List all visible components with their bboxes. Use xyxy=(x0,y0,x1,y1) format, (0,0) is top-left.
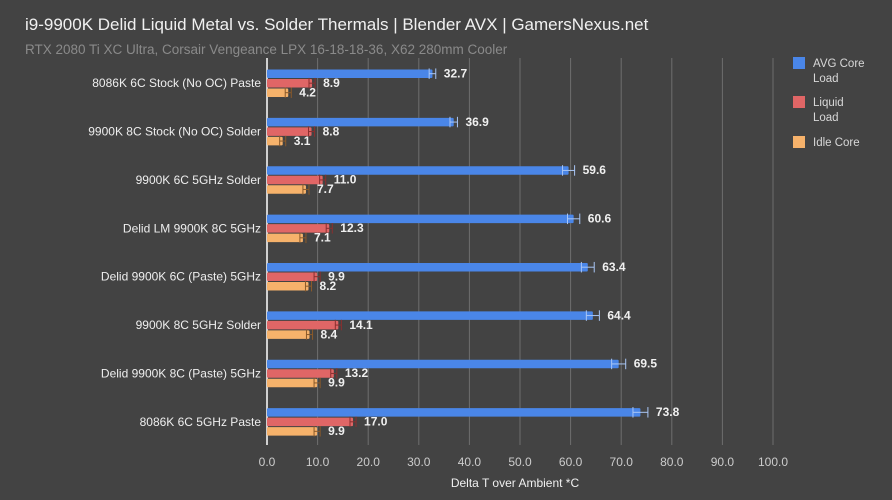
x-tick-label: 50.0 xyxy=(508,455,532,469)
category-label: 9900K 6C 5GHz Solder xyxy=(136,173,261,187)
data-label: 13.2 xyxy=(345,366,369,380)
data-label: 8.4 xyxy=(321,327,338,341)
bar-avg-core-load xyxy=(267,117,454,127)
data-label: 9.9 xyxy=(328,376,345,390)
bar-liquid-load xyxy=(267,320,339,330)
data-label: 59.6 xyxy=(583,163,607,177)
data-label: 7.1 xyxy=(314,231,331,245)
category-label: 9900K 8C Stock (No OC) Solder xyxy=(88,125,261,139)
bar-liquid-load xyxy=(267,417,354,427)
x-tick-label: 20.0 xyxy=(357,455,381,469)
bar-avg-core-load xyxy=(267,408,641,417)
legend-swatch xyxy=(793,57,805,69)
bar-idle-core xyxy=(267,281,309,291)
x-tick-label: 40.0 xyxy=(458,455,482,469)
x-tick-label: 60.0 xyxy=(559,455,583,469)
data-label: 64.4 xyxy=(607,308,631,322)
x-tick-label: 0.0 xyxy=(259,455,276,469)
data-label: 8.8 xyxy=(323,124,340,138)
chart-subtitle: RTX 2080 Ti XC Ultra, Corsair Vengeance … xyxy=(25,42,508,57)
x-tick-label: 80.0 xyxy=(660,455,684,469)
legend-label: AVG Core xyxy=(813,58,865,70)
bar-liquid-load xyxy=(267,224,330,233)
legend-label: Idle Core xyxy=(813,137,860,149)
bar-avg-core-load xyxy=(267,262,588,272)
x-tick-label: 10.0 xyxy=(306,455,330,469)
data-label: 12.3 xyxy=(340,221,364,235)
category-label: 9900K 8C 5GHz Solder xyxy=(136,318,261,332)
bar-idle-core xyxy=(267,378,318,388)
x-tick-label: 30.0 xyxy=(407,455,431,469)
legend-label: Liquid xyxy=(813,97,844,109)
data-label: 9.9 xyxy=(328,269,345,283)
bar-idle-core xyxy=(267,88,289,97)
bar-idle-core xyxy=(267,233,303,243)
bar-avg-core-load xyxy=(267,69,433,78)
category-label: Delid 9900K 6C (Paste) 5GHz xyxy=(101,270,261,284)
bar-liquid-load xyxy=(267,78,313,88)
legend-swatch xyxy=(793,96,805,108)
bar-avg-core-load xyxy=(267,166,569,175)
category-label: Delid 9900K 8C (Paste) 5GHz xyxy=(101,366,261,380)
bar-idle-core xyxy=(267,330,310,339)
data-label: 63.4 xyxy=(602,260,626,274)
data-label: 7.7 xyxy=(317,182,334,196)
x-tick-label: 90.0 xyxy=(711,455,735,469)
x-axis-label: Delta T over Ambient *C xyxy=(451,476,580,490)
data-label: 11.0 xyxy=(334,173,357,187)
bar-idle-core xyxy=(267,136,283,146)
legend-label: Load xyxy=(813,112,839,124)
data-label: 3.1 xyxy=(294,134,311,148)
x-tick-label: 70.0 xyxy=(610,455,634,469)
bar-avg-core-load xyxy=(267,214,574,224)
bar-liquid-load xyxy=(267,272,318,281)
bar-liquid-load xyxy=(267,369,334,378)
data-label: 4.2 xyxy=(299,85,316,99)
category-label: 8086K 6C 5GHz Paste xyxy=(140,415,262,429)
data-label: 69.5 xyxy=(634,357,658,371)
bar-avg-core-load xyxy=(267,359,619,369)
bar-liquid-load xyxy=(267,127,312,136)
data-label: 14.1 xyxy=(349,318,373,332)
data-label: 60.6 xyxy=(588,212,612,226)
data-label: 17.0 xyxy=(364,415,388,429)
data-label: 32.7 xyxy=(444,66,468,80)
bar-liquid-load xyxy=(267,175,323,185)
bar-idle-core xyxy=(267,185,306,194)
bar-idle-core xyxy=(267,427,318,436)
data-label: 8.2 xyxy=(320,279,337,293)
data-label: 9.9 xyxy=(328,424,345,438)
data-label: 8.9 xyxy=(323,76,340,90)
data-label: 73.8 xyxy=(656,405,680,419)
x-tick-label: 100.0 xyxy=(758,455,788,469)
bar-avg-core-load xyxy=(267,311,593,320)
chart-title: i9-9900K Delid Liquid Metal vs. Solder T… xyxy=(25,15,649,34)
category-label: 8086K 6C Stock (No OC) Paste xyxy=(92,76,261,90)
legend-label: Load xyxy=(813,73,839,85)
category-label: Delid LM 9900K 8C 5GHz xyxy=(123,221,261,235)
legend-swatch xyxy=(793,136,805,148)
data-label: 36.9 xyxy=(465,115,489,129)
